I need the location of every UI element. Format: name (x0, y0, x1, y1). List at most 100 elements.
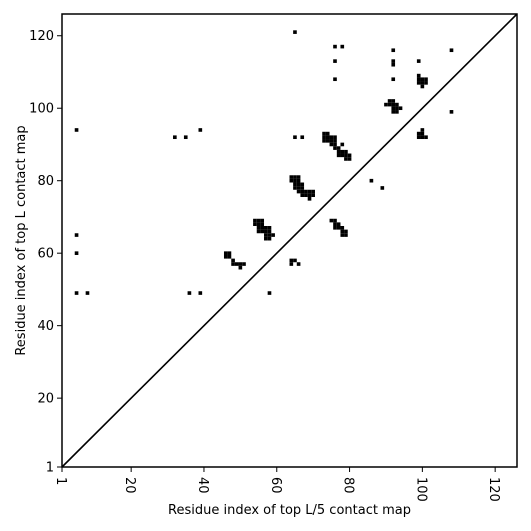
contact-point (395, 106, 399, 111)
contact-point (234, 262, 239, 266)
contact-point (391, 62, 396, 67)
contact-point (74, 128, 79, 132)
contact-point (395, 102, 399, 107)
contact-point (333, 146, 337, 150)
contact-point (449, 48, 454, 53)
contact-point (293, 175, 297, 179)
contact-point (391, 99, 396, 103)
contact-point (420, 135, 425, 140)
contact-point (187, 291, 192, 295)
contact-point (256, 229, 261, 234)
contact-points (74, 30, 454, 295)
contact-point (183, 135, 188, 140)
contact-point (267, 291, 272, 295)
contact-point (198, 128, 203, 132)
contact-point (227, 251, 232, 255)
contact-point (416, 81, 421, 85)
contact-point (293, 135, 297, 140)
contact-point (293, 258, 297, 263)
contact-point (256, 226, 261, 230)
contact-point (333, 142, 337, 147)
contact-point (416, 135, 421, 140)
contact-point (391, 48, 396, 53)
contact-point (256, 218, 261, 223)
contact-point (420, 81, 425, 85)
x-tick-label: 100 (413, 477, 428, 502)
y-tick-label: 40 (37, 319, 54, 334)
contact-point (311, 189, 315, 194)
contact-point (336, 153, 341, 158)
contact-point (329, 139, 334, 143)
contact-point (300, 193, 305, 198)
contact-point (369, 178, 374, 183)
contact-point (387, 99, 392, 103)
contact-point (260, 222, 265, 226)
contact-point (391, 59, 396, 63)
contact-point (333, 77, 337, 82)
x-tick-label: 80 (341, 477, 356, 494)
contact-point (391, 106, 396, 111)
contact-point (253, 218, 257, 223)
contact-point (307, 189, 312, 194)
contact-point (336, 149, 341, 154)
x-tick-label: 1 (53, 477, 68, 485)
contact-point (340, 149, 345, 154)
contact-point (223, 251, 228, 255)
contact-point (336, 146, 341, 150)
contact-point (238, 265, 243, 270)
contact-point (264, 229, 268, 234)
y-tick-label: 60 (37, 247, 54, 262)
contact-point (420, 128, 425, 132)
contact-point (264, 233, 268, 237)
contact-point (340, 233, 345, 237)
y-tick-label: 1 (46, 461, 54, 476)
contact-point (256, 222, 261, 226)
y-tick-label: 80 (37, 174, 54, 189)
contact-point (347, 153, 352, 158)
contact-point (289, 258, 294, 263)
contact-point (74, 251, 79, 255)
contact-point (395, 110, 399, 114)
contact-point (307, 197, 312, 201)
contact-point (333, 222, 337, 226)
contact-point (325, 131, 330, 136)
contact-point (333, 59, 337, 63)
contact-point (271, 233, 275, 237)
contact-point (325, 135, 330, 140)
contact-point (289, 178, 294, 183)
contact-point (264, 226, 268, 230)
contact-point (344, 233, 348, 237)
contact-point (242, 262, 246, 266)
contact-point (296, 178, 301, 183)
contact-point (424, 81, 428, 85)
contact-point (264, 236, 268, 241)
y-tick-label: 100 (29, 102, 54, 117)
contact-point (289, 262, 294, 266)
contact-point (227, 255, 232, 259)
contact-point (85, 291, 90, 295)
contact-point (296, 186, 301, 190)
contact-point (198, 291, 203, 295)
contact-point (231, 258, 235, 263)
contact-point (344, 153, 348, 158)
contact-point (333, 218, 337, 223)
contact-point (333, 44, 337, 49)
x-tick-label: 20 (122, 477, 137, 494)
contact-point (322, 131, 326, 136)
contact-point (336, 226, 341, 230)
contact-point (420, 131, 425, 136)
contact-point (267, 233, 272, 237)
contact-point (449, 110, 454, 114)
y-axis-label: Residue index of top L contact map (14, 125, 29, 355)
contact-point (340, 44, 345, 49)
contact-point (173, 135, 177, 140)
contact-point (260, 218, 265, 223)
contact-point (296, 262, 301, 266)
contact-point (300, 186, 305, 190)
contact-point (347, 157, 352, 161)
contact-point (344, 229, 348, 234)
contact-point (340, 142, 345, 147)
contact-point (267, 236, 272, 241)
